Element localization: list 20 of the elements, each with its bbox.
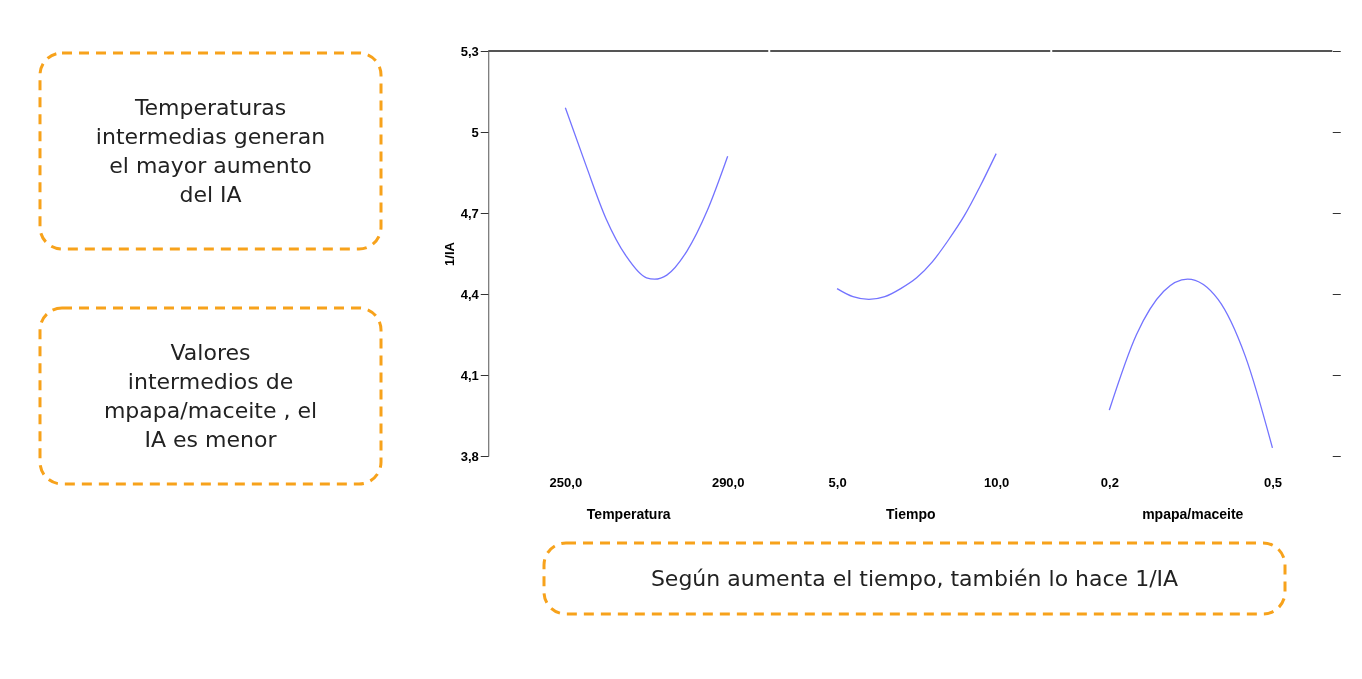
- text: Temperaturas intermedias generan el mayor aumento del IA: [95, 94, 326, 207]
- y-tick-label: 5: [471, 124, 479, 140]
- y-tick-label: 4,1: [460, 367, 479, 383]
- text: Valores intermedios de mpapa/maceite , el IA es menor: [103, 339, 318, 452]
- x-tick-label: 5,0: [828, 474, 847, 490]
- x-axis-title: mpapa/maceite: [1142, 505, 1244, 522]
- y-tick-label: 5,3: [460, 43, 479, 59]
- y-tick-label: 4,4: [460, 286, 480, 302]
- x-tick-label: 0,2: [1100, 474, 1119, 490]
- text: Según aumenta el tiempo, también lo hace 1/IA: [650, 565, 1179, 591]
- x-axis-title: Tiempo: [885, 505, 936, 522]
- x-tick-label: 250,0: [549, 474, 583, 490]
- x-tick-label: 10,0: [984, 474, 1010, 490]
- y-axis-title: 1/IA: [441, 241, 457, 266]
- y-tick-label: 4,7: [460, 205, 479, 221]
- x-axis-title: Temperatura: [586, 505, 671, 522]
- y-tick-label: 3,8: [460, 448, 479, 464]
- x-tick-label: 290,0: [711, 474, 745, 490]
- line-series: [564, 107, 729, 280]
- x-tick-label: 0,5: [1263, 474, 1282, 490]
